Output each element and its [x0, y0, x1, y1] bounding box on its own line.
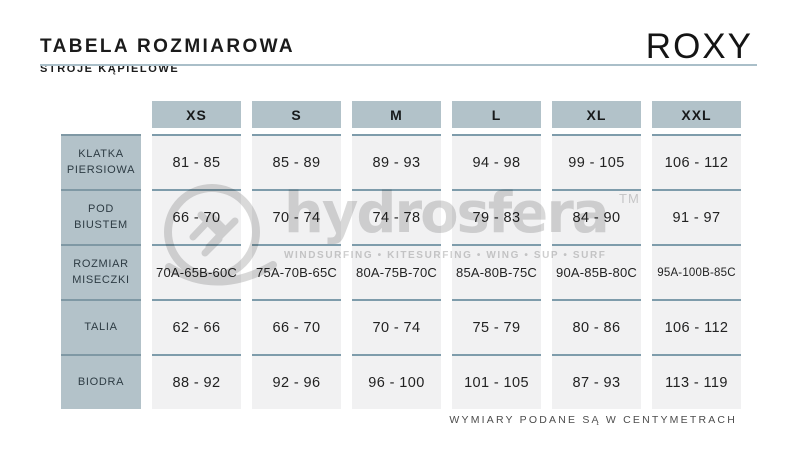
value-hips-l: 101 - 105 — [452, 354, 541, 409]
size-header-xl: XL — [552, 101, 641, 128]
size-header-m: M — [352, 101, 441, 128]
row-label-chest: KLATKA PIERSIOWA — [61, 134, 141, 189]
size-header-l: L — [452, 101, 541, 128]
row-label-hips: BIODRA — [61, 354, 141, 409]
table-corner — [61, 101, 141, 128]
value-chest-xxl: 106 - 112 — [652, 134, 741, 189]
value-cups-s: 75A-70B-65C — [252, 244, 341, 299]
value-cups-xs: 70A-65B-60C — [152, 244, 241, 299]
row-label-cups: ROZMIAR MISECZKI — [61, 244, 141, 299]
size-table-body: KLATKA PIERSIOWA 81 - 85 85 - 89 89 - 93… — [61, 134, 741, 409]
size-header-xxl: XXL — [652, 101, 741, 128]
size-table: XS S M L XL XXL KLATKA PIERSIOWA 81 - 85… — [61, 101, 741, 409]
value-hips-m: 96 - 100 — [352, 354, 441, 409]
value-chest-xs: 81 - 85 — [152, 134, 241, 189]
value-underbust-xs: 66 - 70 — [152, 189, 241, 244]
value-underbust-l: 79 - 83 — [452, 189, 541, 244]
units-note: WYMIARY PODANE SĄ W CENTYMETRACH — [449, 414, 737, 426]
value-cups-l: 85A-80B-75C — [452, 244, 541, 299]
value-underbust-xxl: 91 - 97 — [652, 189, 741, 244]
title-block: TABELA ROZMIAROWA STROJE KĄPIELOWE — [40, 36, 295, 75]
header-divider — [40, 64, 757, 66]
value-waist-l: 75 - 79 — [452, 299, 541, 354]
size-header-s: S — [252, 101, 341, 128]
value-underbust-xl: 84 - 90 — [552, 189, 641, 244]
size-header-xs: XS — [152, 101, 241, 128]
value-hips-xxl: 113 - 119 — [652, 354, 741, 409]
value-hips-xs: 88 - 92 — [152, 354, 241, 409]
value-underbust-m: 74 - 78 — [352, 189, 441, 244]
row-label-underbust: POD BIUSTEM — [61, 189, 141, 244]
value-waist-xxl: 106 - 112 — [652, 299, 741, 354]
value-chest-xl: 99 - 105 — [552, 134, 641, 189]
value-waist-m: 70 - 74 — [352, 299, 441, 354]
page-title: TABELA ROZMIAROWA — [40, 36, 296, 57]
value-hips-xl: 87 - 93 — [552, 354, 641, 409]
value-chest-s: 85 - 89 — [252, 134, 341, 189]
value-chest-l: 94 - 98 — [452, 134, 541, 189]
value-cups-m: 80A-75B-70C — [352, 244, 441, 299]
row-label-waist: TALIA — [61, 299, 141, 354]
value-waist-xs: 62 - 66 — [152, 299, 241, 354]
size-header-row: XS S M L XL XXL — [61, 101, 741, 128]
value-hips-s: 92 - 96 — [252, 354, 341, 409]
value-chest-m: 89 - 93 — [352, 134, 441, 189]
value-waist-xl: 80 - 86 — [552, 299, 641, 354]
value-cups-xl: 90A-85B-80C — [552, 244, 641, 299]
value-waist-s: 66 - 70 — [252, 299, 341, 354]
value-underbust-s: 70 - 74 — [252, 189, 341, 244]
brand-logo: ROXY — [645, 27, 753, 66]
value-cups-xxl: 95A-100B-85C — [652, 244, 741, 299]
